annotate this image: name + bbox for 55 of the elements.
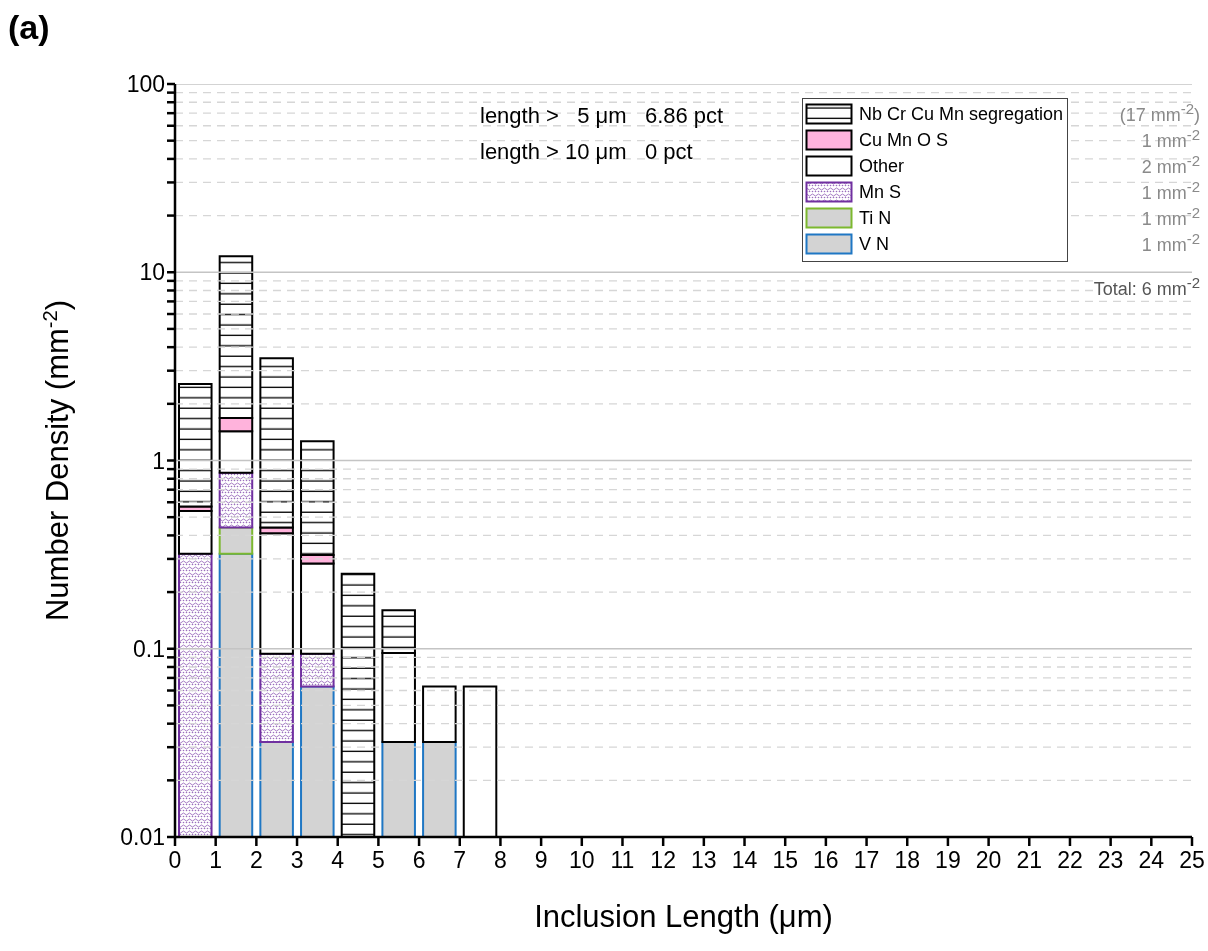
chart-title: (a) — [8, 8, 50, 47]
x-tick-label: 24 — [1138, 847, 1165, 874]
legend-label: Nb Cr Cu Mn segregation — [859, 103, 1064, 125]
x-tick-label: 20 — [975, 847, 1002, 874]
x-tick-label: 16 — [813, 847, 839, 874]
y-tick-label: 1 — [152, 447, 165, 474]
x-tick-label: 15 — [772, 847, 798, 874]
bar — [259, 652, 294, 743]
annotation: 1 mm$^{-2}$ — [1141, 126, 1200, 152]
x-tick-label: 9 — [534, 847, 548, 874]
legend-label: Cu Mn O S — [859, 129, 949, 151]
y-tick-label: 0.01 — [120, 824, 165, 851]
annotation: 1 mm$^{-2}$ — [1141, 204, 1200, 230]
x-tick-label: 8 — [494, 847, 507, 874]
x-tick-label: 0 — [168, 847, 182, 874]
legend-label: Mn S — [859, 181, 902, 203]
x-tick-label: 19 — [935, 847, 961, 874]
bar — [178, 552, 213, 837]
x-tick-label: 2 — [249, 847, 263, 874]
annotation: Total: 6 mm$^{-2}$ — [1093, 274, 1200, 300]
x-tick-label: 5 — [372, 847, 385, 874]
annotation: length > 5 μm 6.86 pct — [480, 103, 724, 129]
x-tick-label: 10 — [569, 847, 595, 874]
x-tick-label: 17 — [853, 847, 880, 874]
bar — [218, 471, 254, 529]
x-tick-label: 3 — [290, 847, 304, 874]
annotation: 1 mm$^{-2}$ — [1141, 178, 1200, 204]
x-tick-label: 21 — [1016, 847, 1043, 874]
legend-label: Ti N — [859, 207, 892, 229]
x-tick-label: 1 — [209, 847, 223, 874]
annotation: 2 mm$^{-2}$ — [1141, 152, 1200, 178]
annotation: (17 mm$^{-2}$) — [1119, 100, 1200, 126]
y-tick-label: 100 — [126, 71, 165, 98]
x-tick-label: 6 — [412, 847, 426, 874]
x-tick-label: 7 — [453, 847, 467, 874]
x-tick-label: 25 — [1179, 847, 1205, 874]
annotation: 1 mm$^{-2}$ — [1141, 230, 1200, 256]
x-tick-label: 11 — [610, 847, 635, 874]
bar — [178, 509, 213, 555]
bar — [259, 532, 294, 655]
bar — [422, 685, 457, 743]
legend-label: Other — [859, 155, 905, 177]
x-tick-label: 14 — [731, 847, 758, 874]
y-tick-label: 10 — [139, 259, 165, 286]
x-tick-label: 13 — [691, 847, 717, 874]
x-axis-title: Inclusion Length (μm) — [534, 899, 833, 934]
x-tick-label: 22 — [1057, 847, 1083, 874]
bar — [178, 382, 213, 508]
annotation: length > 10 μm 0 pct — [480, 139, 693, 165]
x-tick-label: 18 — [894, 847, 921, 874]
x-tick-label: 12 — [650, 847, 676, 874]
x-tick-label: 23 — [1097, 847, 1124, 874]
legend-label: V N — [859, 233, 890, 255]
y-tick-label: 0.1 — [133, 635, 165, 662]
x-tick-label: 4 — [331, 847, 345, 874]
